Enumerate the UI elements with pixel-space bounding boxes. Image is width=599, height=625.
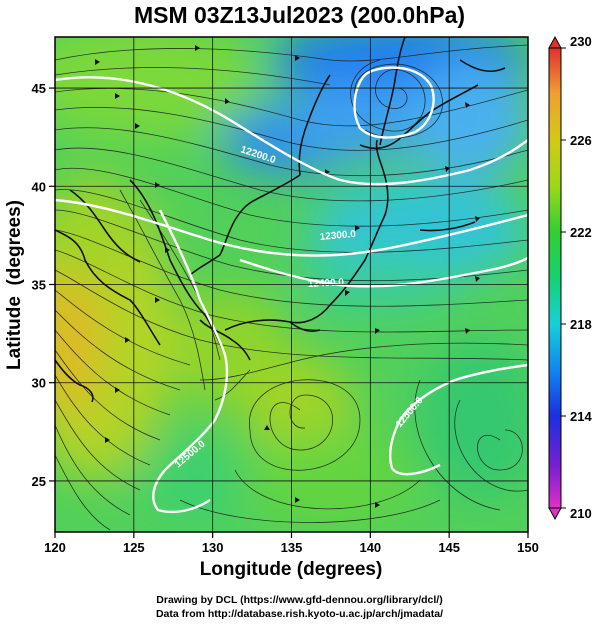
y-axis-ticks: 25 30 35 40 45 <box>32 81 55 489</box>
colorbar-gradient <box>548 47 562 509</box>
y-axis-label: Latitude (degrees) <box>4 200 25 370</box>
colorbar-tick-label: 214 <box>570 409 592 424</box>
colorbar-tick-label: 230 <box>570 34 592 49</box>
colorbar-tick-label: 218 <box>570 317 592 332</box>
contour-label: 12400.0 <box>308 277 345 290</box>
colorbar: 210 214 218 222 226 230 <box>548 34 592 521</box>
y-tick-label: 30 <box>32 376 46 391</box>
graticule <box>55 37 528 532</box>
colorbar-bottom-arrow <box>548 507 562 521</box>
x-tick-label: 135 <box>281 540 303 555</box>
colorbar-tick-label: 210 <box>570 506 592 521</box>
x-tick-label: 120 <box>44 540 66 555</box>
x-tick-label: 145 <box>438 540 460 555</box>
x-tick-label: 140 <box>359 540 381 555</box>
y-tick-label: 45 <box>32 81 46 96</box>
x-tick-label: 130 <box>202 540 224 555</box>
colorbar-ticks: 210 214 218 222 226 230 <box>561 34 592 521</box>
map-title: MSM 03Z13Jul2023 (200.0hPa) <box>133 2 466 28</box>
height-contours <box>55 66 528 514</box>
credit-dcl: Drawing by DCL (https://www.gfd-dennou.o… <box>156 594 443 606</box>
x-axis-label: Longitude (degrees) <box>200 559 383 580</box>
y-tick-label: 40 <box>32 179 46 194</box>
x-tick-label: 125 <box>123 540 145 555</box>
contour-label: 12300.0 <box>319 229 356 243</box>
x-axis-ticks: 120 125 130 135 140 145 150 <box>44 532 539 555</box>
colorbar-top-arrow <box>548 35 562 49</box>
credit-data-source: Data from http://database.rish.kyoto-u.a… <box>155 608 444 620</box>
y-tick-label: 35 <box>32 278 46 293</box>
x-tick-label: 150 <box>517 540 539 555</box>
y-tick-label: 25 <box>32 474 46 489</box>
colorbar-tick-label: 222 <box>570 225 592 240</box>
colorbar-tick-label: 226 <box>570 133 592 148</box>
